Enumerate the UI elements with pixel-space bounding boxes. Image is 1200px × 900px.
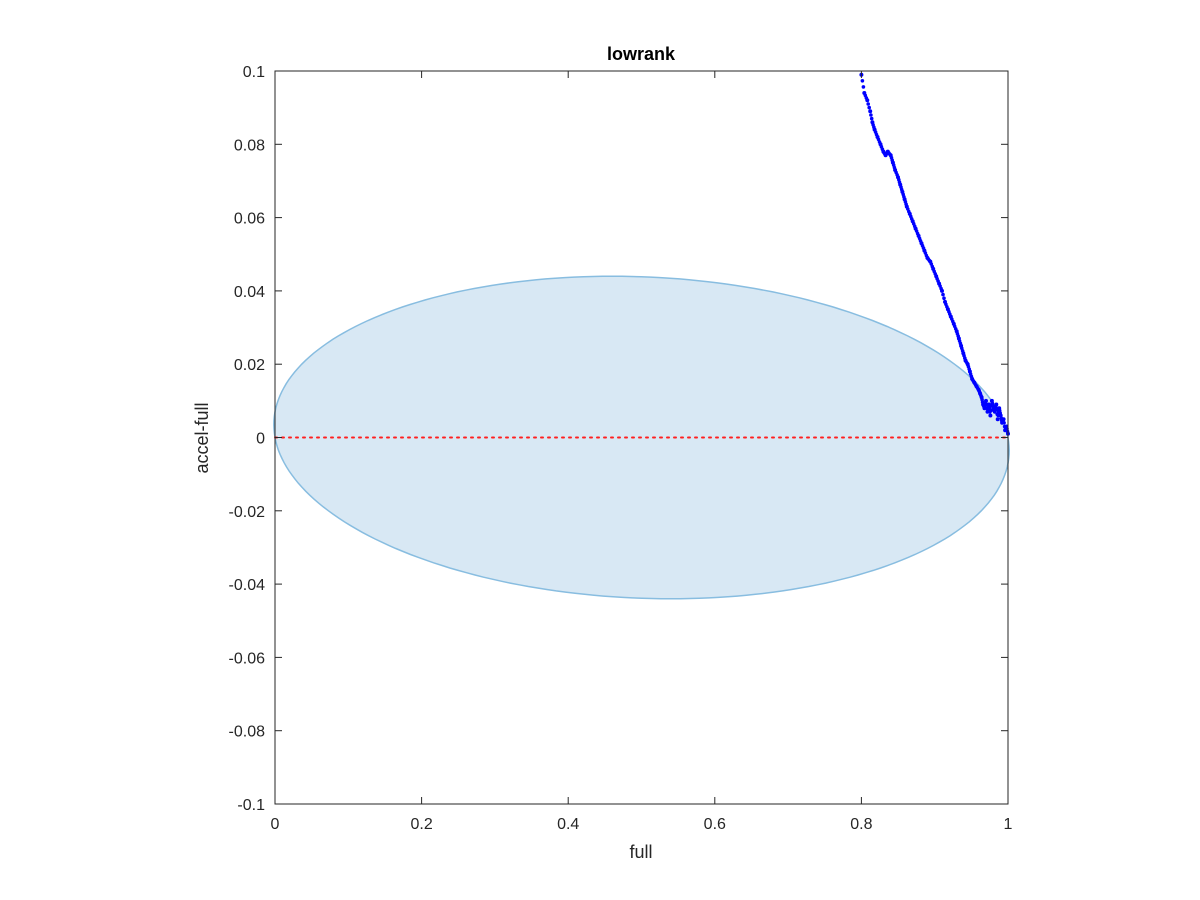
data-point bbox=[869, 113, 873, 117]
x-axis-label: full bbox=[629, 842, 652, 862]
y-tick-label: 0.04 bbox=[234, 284, 265, 301]
data-point bbox=[866, 102, 870, 106]
data-point bbox=[988, 413, 993, 418]
y-tick-label: -0.08 bbox=[229, 724, 266, 741]
x-tick-label: 0 bbox=[271, 816, 280, 833]
data-point bbox=[865, 98, 870, 103]
data-point bbox=[941, 292, 945, 297]
x-tick-label: 0.2 bbox=[410, 816, 432, 833]
x-tick-label: 0.8 bbox=[850, 816, 872, 833]
data-point bbox=[861, 85, 866, 89]
y-tick-label: 0.08 bbox=[234, 137, 265, 154]
data-point bbox=[869, 116, 874, 121]
y-axis-label: accel-full bbox=[192, 402, 212, 473]
x-tick-label: 0.4 bbox=[557, 816, 579, 833]
y-tick-label: 0.06 bbox=[234, 211, 265, 228]
y-tick-label: 0.02 bbox=[234, 357, 265, 374]
data-point bbox=[940, 288, 944, 293]
data-point bbox=[994, 402, 999, 407]
y-tick-label: 0.1 bbox=[243, 64, 265, 81]
x-tick-label: 1 bbox=[1004, 816, 1013, 833]
data-point bbox=[984, 398, 988, 403]
data-point bbox=[1002, 421, 1006, 425]
y-tick-label: -0.06 bbox=[229, 650, 266, 667]
data-point bbox=[1001, 417, 1006, 422]
data-point bbox=[942, 296, 946, 301]
axes-layer: 0 0.2 0.4 0.6 0.8 1 -0.1 -0.08 -0.06 -0.04 -0.02 0 0… bbox=[229, 64, 1013, 833]
data-point bbox=[860, 79, 865, 83]
y-tick-label: -0.02 bbox=[229, 504, 266, 521]
data-point bbox=[989, 408, 993, 413]
x-tick-label: 0.6 bbox=[704, 816, 726, 833]
data-point bbox=[867, 105, 871, 110]
data-points-layer bbox=[859, 72, 1010, 436]
data-point bbox=[995, 417, 1000, 422]
chart-title: lowrank bbox=[607, 44, 676, 64]
data-point bbox=[868, 109, 873, 114]
y-tick-label: 0 bbox=[256, 431, 265, 448]
y-tick-label: -0.04 bbox=[229, 577, 266, 594]
y-tick-label: -0.1 bbox=[237, 797, 265, 814]
